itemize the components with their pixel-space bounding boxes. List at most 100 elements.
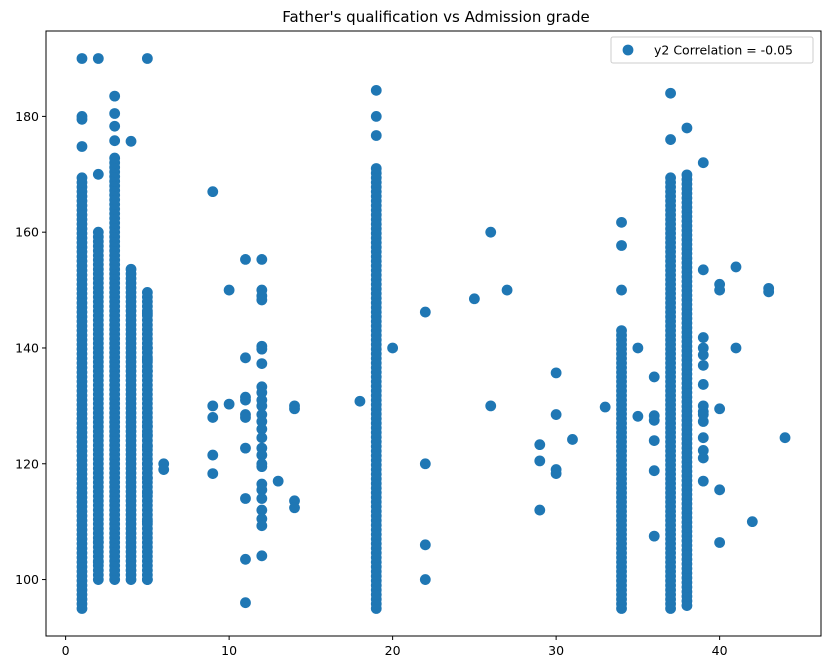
data-point	[256, 416, 268, 427]
data-point	[141, 458, 153, 470]
data-point	[665, 87, 676, 99]
y-tick-label: 120	[15, 456, 39, 471]
legend-marker	[622, 44, 634, 56]
data-point	[730, 342, 742, 354]
data-point	[223, 284, 235, 296]
data-point	[485, 400, 497, 412]
data-point	[141, 440, 153, 452]
data-point	[76, 141, 88, 152]
data-point	[665, 172, 676, 184]
data-point	[141, 472, 153, 484]
data-point	[697, 432, 709, 444]
data-point	[632, 342, 644, 354]
data-point	[697, 452, 709, 464]
data-point	[370, 84, 382, 96]
y-tick-label: 160	[15, 225, 39, 240]
data-point	[109, 135, 121, 147]
data-point	[141, 342, 153, 354]
axes-layer: 0 10 20 30 40 100 120 140 160 180	[15, 30, 822, 658]
data-point	[370, 163, 382, 174]
data-point	[256, 432, 268, 444]
data-point	[109, 120, 121, 132]
data-point	[550, 409, 562, 420]
data-point	[141, 365, 153, 377]
data-point	[419, 539, 431, 551]
data-point	[76, 110, 88, 122]
points-layer	[76, 53, 791, 614]
data-point	[289, 502, 300, 514]
data-point	[141, 307, 153, 319]
data-point	[485, 226, 497, 238]
data-point	[109, 108, 121, 119]
data-point	[648, 465, 660, 477]
data-point	[632, 410, 644, 422]
data-point	[92, 536, 104, 548]
y-tick-label: 100	[15, 572, 39, 587]
data-point	[697, 379, 709, 390]
data-point	[158, 464, 170, 475]
data-point	[746, 516, 758, 528]
data-point	[256, 504, 268, 516]
data-point	[92, 168, 104, 180]
data-point	[697, 264, 709, 276]
data-point	[387, 342, 399, 354]
data-point	[256, 550, 268, 562]
data-point	[256, 400, 268, 412]
x-tick-label: 20	[385, 643, 401, 658]
data-point	[468, 293, 480, 305]
data-point	[779, 432, 791, 444]
data-point	[76, 172, 88, 184]
legend-label: y2 Correlation = -0.05	[654, 43, 793, 58]
data-point	[419, 574, 431, 585]
data-point	[141, 420, 153, 432]
data-point	[207, 400, 219, 412]
data-point	[616, 240, 627, 251]
data-point	[419, 458, 431, 470]
data-point	[599, 401, 611, 413]
data-point	[141, 516, 153, 528]
x-tick-label: 40	[712, 643, 728, 658]
data-point	[697, 332, 709, 343]
data-point	[419, 306, 431, 318]
data-point	[616, 284, 627, 296]
data-point	[370, 110, 382, 122]
data-point	[697, 445, 709, 456]
data-point	[92, 53, 104, 64]
data-point	[207, 468, 219, 480]
data-point	[207, 186, 219, 198]
x-tick-label: 0	[62, 643, 70, 658]
data-point	[109, 152, 121, 164]
data-point	[125, 263, 137, 275]
data-point	[697, 359, 709, 371]
data-point	[616, 325, 627, 337]
data-point	[141, 574, 153, 585]
legend: y2 Correlation = -0.05	[610, 36, 814, 64]
data-point	[207, 412, 219, 423]
data-point	[272, 475, 284, 487]
data-point	[354, 395, 366, 407]
data-point	[697, 349, 709, 361]
data-point	[681, 122, 693, 134]
data-point	[534, 439, 546, 451]
axes-frame	[45, 30, 822, 637]
data-point	[141, 53, 153, 64]
legend-box	[610, 36, 814, 64]
data-point	[141, 429, 153, 441]
data-point	[240, 394, 251, 406]
data-point	[534, 455, 546, 467]
data-point	[125, 135, 137, 147]
data-point	[714, 537, 726, 548]
data-point	[714, 484, 726, 496]
data-point	[681, 169, 693, 181]
data-point	[534, 504, 546, 516]
data-point	[697, 409, 709, 420]
data-point	[730, 261, 742, 273]
data-point	[550, 367, 562, 379]
data-point	[240, 493, 251, 504]
x-tick-label: 10	[221, 643, 237, 658]
data-point	[714, 284, 726, 296]
y-tick-label: 180	[15, 109, 39, 124]
data-point	[240, 442, 251, 454]
data-point	[256, 449, 268, 461]
